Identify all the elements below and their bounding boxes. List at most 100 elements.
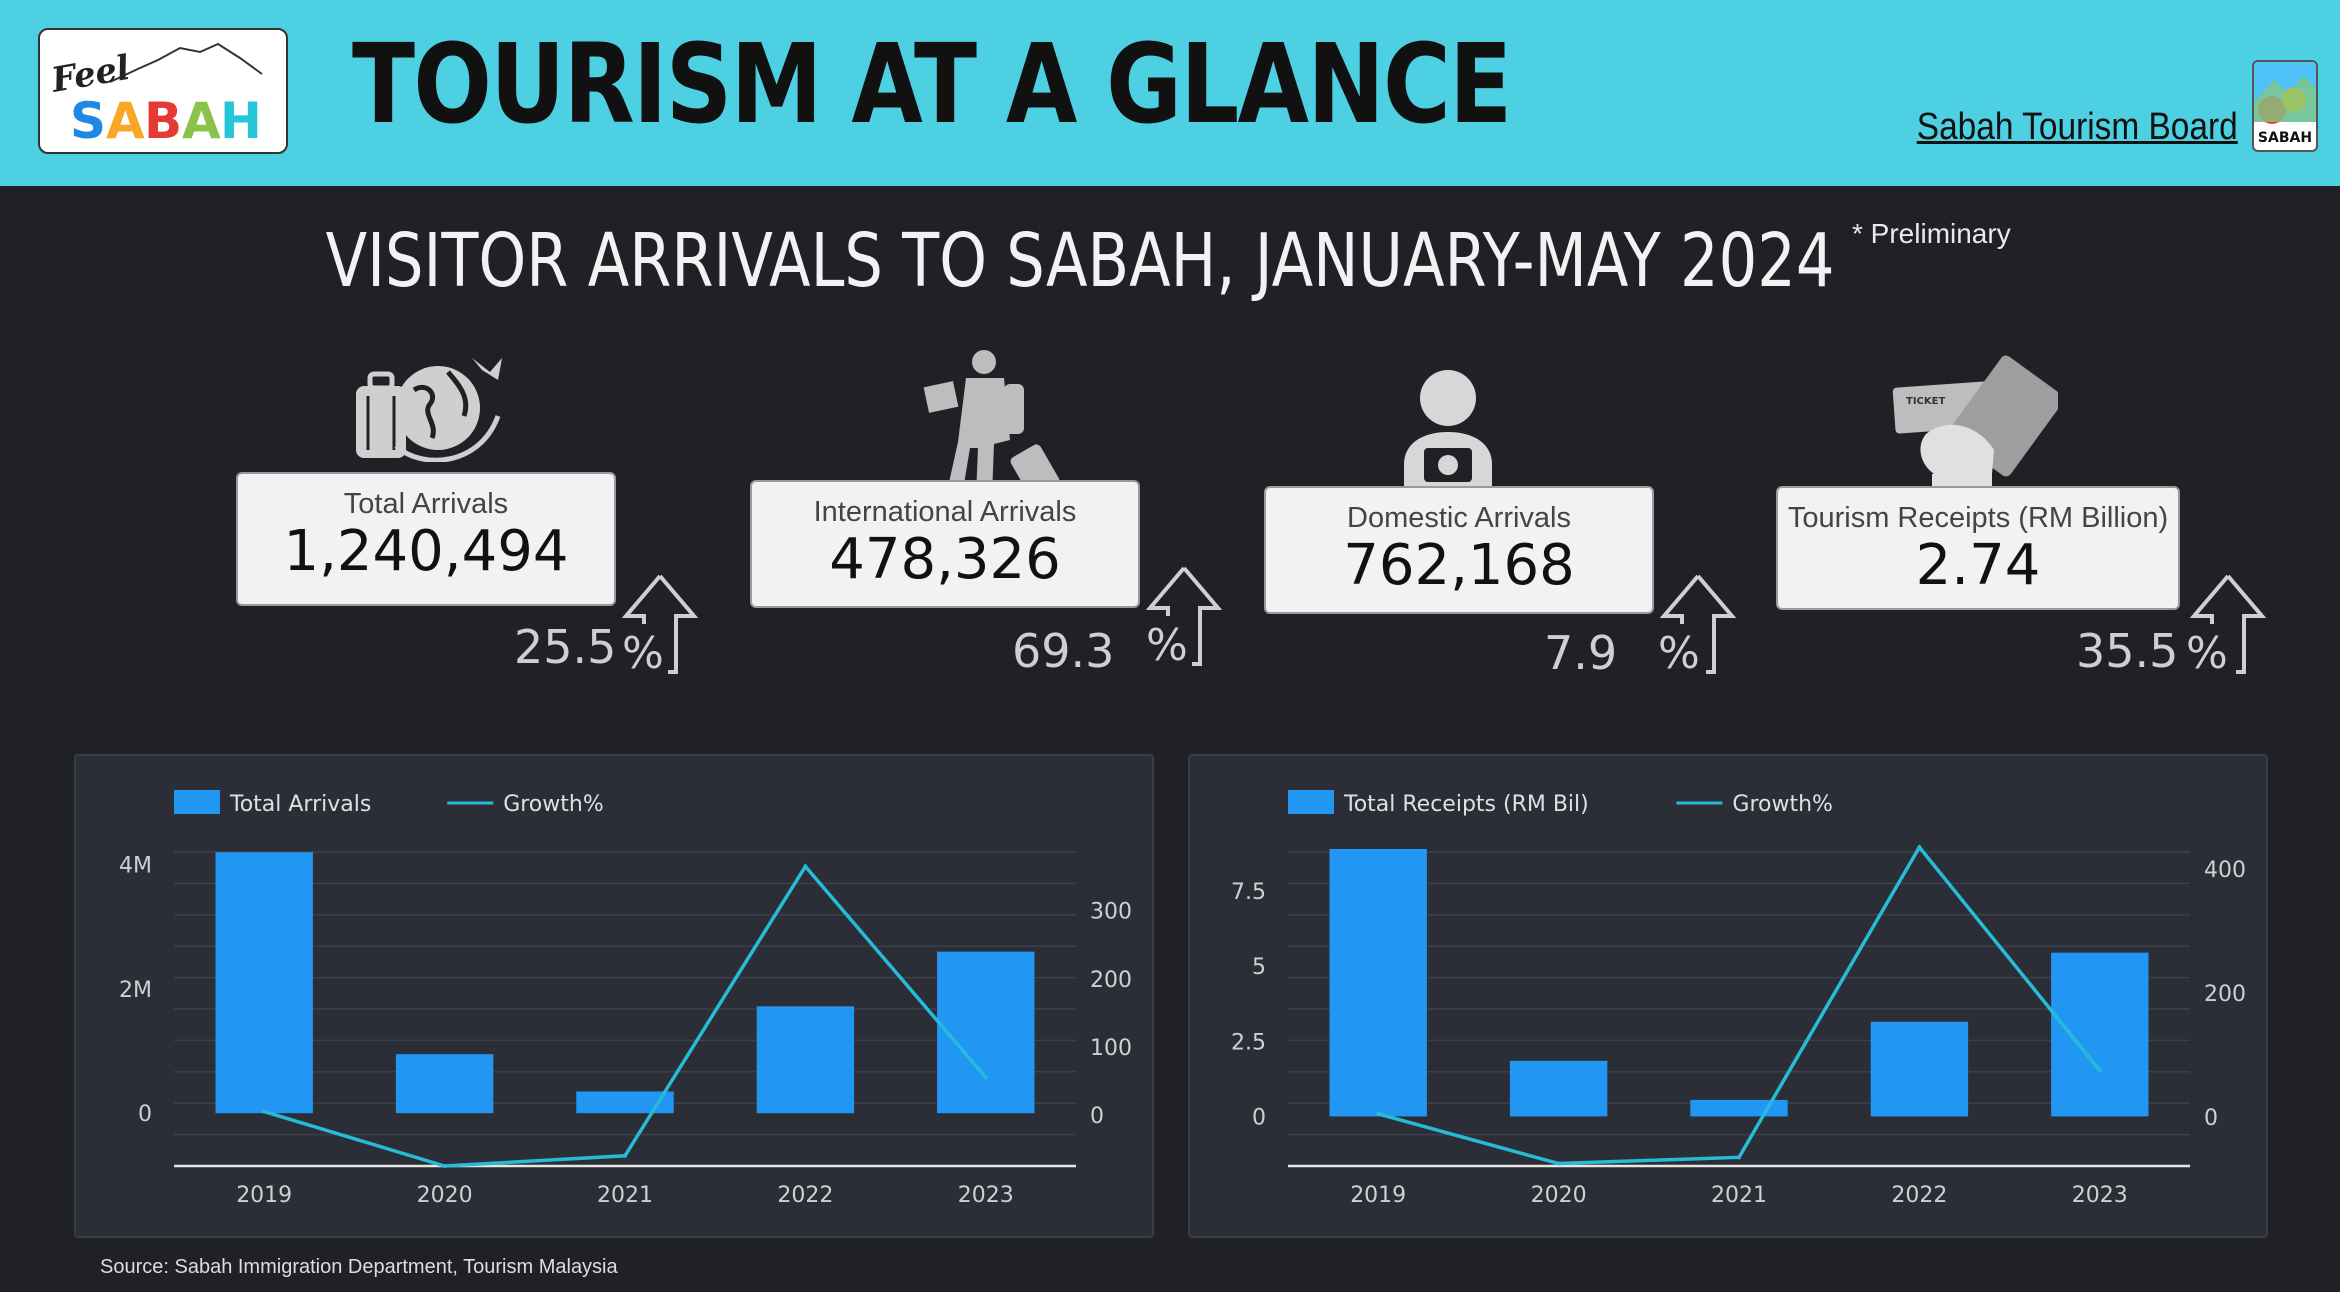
- growth-point-2022: [803, 864, 808, 869]
- kpi-value: 1,240,494: [283, 519, 569, 584]
- kpi-value: 762,168: [1343, 533, 1575, 598]
- x-tick-label: 2019: [236, 1183, 292, 1208]
- legend-line-label: Growth%: [1732, 792, 1833, 817]
- kpi-growth-value: 7.9: [1544, 626, 1618, 680]
- x-tick-label: 2019: [1350, 1183, 1406, 1208]
- y-left-tick-label: 7.5: [1231, 880, 1266, 905]
- ticket-card-icon: TICKET: [1892, 355, 2058, 486]
- growth-up-arrow-icon: [1660, 574, 1736, 674]
- kpi-label: International Arrivals: [813, 496, 1077, 528]
- y-right-tick-label: 100: [1090, 1036, 1132, 1061]
- bar-2023: [2051, 952, 2149, 1117]
- x-tick-label: 2020: [1531, 1183, 1587, 1208]
- sabah-tourism-board-link[interactable]: Sabah Tourism Board: [1917, 106, 2238, 148]
- sabah-tourism-board-logo: SABAH: [2252, 60, 2318, 152]
- svg-text:A: A: [106, 92, 145, 150]
- kpi-card-tourism-receipts: Tourism Receipts (RM Billion) 2.74: [1776, 486, 2180, 610]
- bar-2020: [395, 1054, 494, 1114]
- dashboard-subtitle: VISITOR ARRIVALS TO SABAH, JANUARY-MAY 2…: [0, 218, 2340, 304]
- growth-up-arrow-icon: [1146, 566, 1222, 666]
- bar-2019: [1329, 849, 1427, 1117]
- kpi-value: 2.74: [1915, 533, 2041, 598]
- svg-text:B: B: [144, 92, 182, 150]
- kpi-growth-unit: %: [1146, 620, 1188, 671]
- y-right-tick-label: 200: [1090, 968, 1132, 993]
- kpi-growth-unit: %: [2186, 628, 2228, 679]
- kpi-card-international-arrivals: International Arrivals 478,326: [750, 480, 1140, 608]
- bar-2023: [937, 951, 1035, 1114]
- y-left-tick-label: 5: [1252, 955, 1266, 980]
- x-tick-label: 2020: [417, 1183, 473, 1208]
- bar-2021: [576, 1091, 674, 1114]
- preliminary-note: * Preliminary: [1852, 218, 2011, 249]
- header-banner: Feel S A B A H TOURISM AT A GLANCE Sabah…: [0, 0, 2340, 186]
- y-right-tick-label: 0: [1090, 1104, 1104, 1129]
- feel-sabah-logo-graphic: Feel S A B A H: [48, 42, 263, 150]
- growth-up-arrow-icon: [622, 574, 698, 674]
- y-left-tick-label: 2.5: [1231, 1030, 1266, 1055]
- legend-line-label: Growth%: [503, 792, 604, 817]
- growth-point-2022: [1917, 845, 1922, 850]
- growth-point-2021: [1737, 1155, 1741, 1160]
- x-tick-label: 2022: [1891, 1183, 1947, 1208]
- svg-text:TICKET: TICKET: [1906, 396, 1945, 407]
- y-left-tick-label: 4M: [119, 854, 152, 879]
- bar-2022: [1870, 1021, 1969, 1117]
- y-right-tick-label: 300: [1090, 900, 1132, 925]
- growth-point-2023: [2097, 1068, 2102, 1073]
- kpi-growth-value: 69.3: [1012, 624, 1115, 678]
- x-tick-label: 2022: [777, 1183, 833, 1208]
- luggage-globe-icon: [356, 358, 502, 462]
- kpi-value: 478,326: [829, 527, 1061, 592]
- bar-2021: [1690, 1099, 1788, 1117]
- growth-point-2019: [1376, 1111, 1381, 1116]
- growth-up-arrow-icon: [2190, 574, 2266, 674]
- y-left-tick-label: 0: [138, 1102, 152, 1127]
- kpi-growth-unit: %: [1658, 628, 1700, 679]
- legend-bar-label: Total Receipts (RM Bil): [1343, 792, 1589, 817]
- feel-sabah-logo: Feel S A B A H: [38, 28, 288, 154]
- kpi-label: Domestic Arrivals: [1347, 502, 1571, 534]
- arrivals-chart-panel: Total Arrivals Growth% 0 2M 4M 0 100 200 300 2019…: [74, 754, 1154, 1238]
- legend-bar-label: Total Arrivals: [229, 792, 371, 817]
- growth-line: [263, 863, 988, 1168]
- board-logo-text: SABAH: [2258, 130, 2312, 146]
- source-note: Source: Sabah Immigration Department, To…: [100, 1256, 618, 1278]
- growth-point-2019: [262, 1109, 267, 1114]
- growth-point-2020: [1556, 1161, 1561, 1166]
- svg-text:H: H: [220, 92, 262, 150]
- x-tick-label: 2021: [597, 1183, 653, 1208]
- legend-bar-swatch: [1288, 790, 1334, 814]
- subtitle-text: VISITOR ARRIVALS TO SABAH, JANUARY-MAY 2…: [325, 218, 1835, 304]
- growth-point-2020: [442, 1164, 447, 1168]
- svg-text:A: A: [182, 92, 221, 150]
- kpi-card-domestic-arrivals: Domestic Arrivals 762,168: [1264, 486, 1654, 614]
- svg-text:S: S: [70, 92, 106, 150]
- kpi-growth-unit: %: [622, 628, 664, 679]
- receipts-chart-panel: Total Receipts (RM Bil) Growth% 0 2.5 5 7.5 0 2…: [1188, 754, 2268, 1238]
- y-right-tick-label: 400: [2204, 858, 2246, 883]
- y-left-tick-label: 2M: [119, 978, 152, 1003]
- y-right-tick-label: 200: [2204, 982, 2246, 1007]
- logo-sabah-text: S A B A H: [70, 92, 262, 150]
- page-title: TOURISM AT A GLANCE: [352, 20, 1512, 148]
- x-tick-label: 2023: [2072, 1183, 2128, 1208]
- y-right-tick-label: 0: [2204, 1106, 2218, 1131]
- kpi-growth-value: 35.5: [2076, 624, 2179, 678]
- traveler-icon: [923, 350, 1060, 498]
- bar-2020: [1509, 1060, 1608, 1117]
- arrivals-chart: Total Arrivals Growth% 0 2M 4M 0 100 200 300 2019…: [119, 790, 1132, 1208]
- receipts-chart: Total Receipts (RM Bil) Growth% 0 2.5 5 7.5 0 2…: [1231, 790, 2246, 1208]
- kpi-card-total-arrivals: Total Arrivals 1,240,494: [236, 472, 616, 606]
- kpi-label: Tourism Receipts (RM Billion): [1787, 502, 2169, 534]
- kpi-growth-value: 25.5: [514, 620, 617, 674]
- growth-point-2021: [623, 1153, 627, 1158]
- x-tick-label: 2021: [1711, 1183, 1767, 1208]
- photographer-icon: [1404, 370, 1492, 486]
- x-tick-label: 2023: [958, 1183, 1014, 1208]
- growth-point-2023: [983, 1075, 988, 1080]
- kpi-label: Total Arrivals: [343, 488, 509, 520]
- bar-2019: [215, 852, 313, 1114]
- legend-bar-swatch: [174, 790, 220, 814]
- bar-2022: [756, 1006, 855, 1114]
